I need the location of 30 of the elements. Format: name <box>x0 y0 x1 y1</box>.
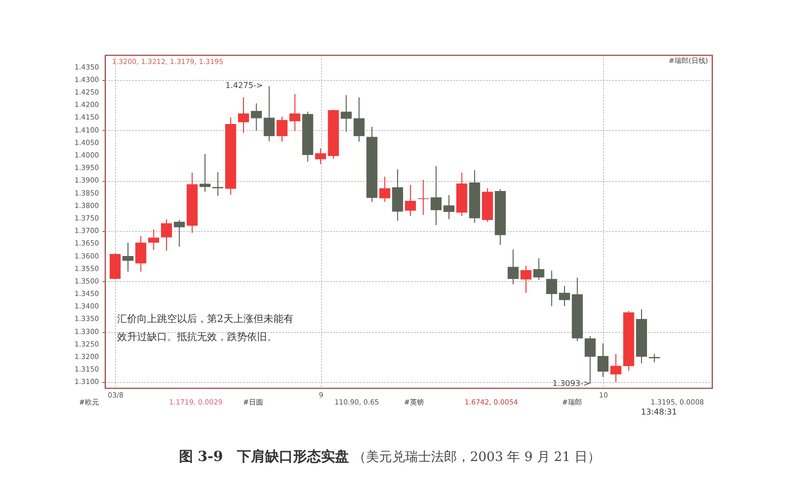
candlestick <box>200 153 211 192</box>
candlestick <box>598 342 609 378</box>
candlestick <box>379 176 390 202</box>
candlestick <box>404 184 416 216</box>
candlestick <box>276 116 288 142</box>
candlestick <box>315 148 326 165</box>
candlestick <box>533 258 544 280</box>
text: 图 3-9 下肩缺口形态实盘 <box>178 448 349 465</box>
candlestick <box>238 96 250 134</box>
text: 13:48:31 <box>641 408 677 416</box>
candlestick <box>289 94 300 132</box>
annotation: 1.4275-> <box>225 81 263 90</box>
candlestick <box>148 228 160 250</box>
candlestick <box>135 236 146 272</box>
candlestick <box>443 194 454 220</box>
annotation: 1.3093-> <box>552 379 590 388</box>
candlestick <box>520 265 532 294</box>
candlestick <box>354 96 365 142</box>
candlestick <box>160 218 172 252</box>
candlestick <box>122 242 134 272</box>
candlestick <box>340 94 352 132</box>
annotation: 汇价向上跳空以后，第2天上涨但未能有效升过缺口。抵抗无效，跌势依旧。 <box>117 313 294 343</box>
candlestick <box>508 248 519 285</box>
candlestick <box>212 172 224 196</box>
candlestick <box>174 219 185 248</box>
text: （美元兑瑞士法郎，2003 年 9 月 21 日） <box>353 449 601 465</box>
candlestick <box>546 270 558 307</box>
candlestick <box>430 166 442 226</box>
candlestick <box>610 353 622 383</box>
candlestick <box>558 285 570 307</box>
